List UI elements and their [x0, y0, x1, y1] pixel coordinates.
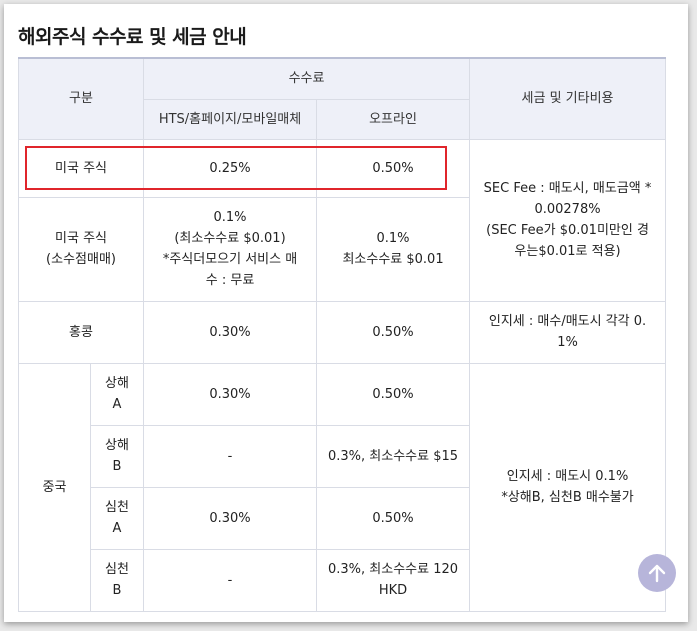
label-line: 상해	[105, 376, 129, 391]
cell-sh-a-offline: 0.50%	[316, 362, 471, 426]
label-line: 심천	[105, 500, 129, 515]
header-fee: 수수료	[143, 57, 471, 100]
scroll-top-button[interactable]	[638, 554, 676, 592]
header-tax: 세금 및 기타비용	[469, 57, 667, 140]
row-label-hk: 홍콩	[17, 300, 145, 364]
header-fee-offline: 오프라인	[316, 98, 471, 140]
row-label-shenzhen-a: 심천 A	[89, 486, 145, 550]
row-label-us-fraction: 미국 주식 (소수점매매)	[17, 196, 145, 302]
cell-us-online: 0.25%	[143, 138, 318, 198]
cell-sh-a-online: 0.30%	[143, 362, 318, 426]
cell-us-offline: 0.50%	[316, 138, 471, 198]
row-label-shanghai-b: 상해 B	[89, 424, 145, 488]
label-line: B	[112, 459, 122, 474]
label-line: 미국 주식	[55, 231, 107, 246]
arrow-up-icon	[648, 564, 666, 583]
tax-line: 인지세 : 매수/매도시 각각 0.	[488, 314, 647, 329]
cell-line: (최소수수료 $0.01)	[174, 231, 286, 246]
row-label-us: 미국 주식	[17, 138, 145, 198]
page-title: 해외주식 수수료 및 세금 안내	[18, 26, 247, 48]
cell-line: HKD	[378, 583, 408, 598]
fee-table: 구분 수수료 세금 및 기타비용 HTS/홈페이지/모바일매체 오프라인 미국 …	[17, 57, 667, 612]
cell-sh-b-offline: 0.3%, 최소수수료 $15	[316, 424, 471, 488]
cell-line: 0.1%	[213, 210, 247, 225]
cell-china-tax: 인지세 : 매도시 0.1% *상해B, 심천B 매수불가	[469, 362, 667, 612]
label-line: A	[112, 521, 122, 536]
tax-line: SEC Fee : 매도시, 매도금액 *	[483, 181, 652, 196]
content-panel: 해외주식 수수료 및 세금 안내 구분 수수료 세금 및 기타비용 HTS/홈페…	[4, 4, 688, 622]
cell-us-fraction-online: 0.1% (최소수수료 $0.01) *주식더모으기 서비스 매 수 : 무료	[143, 196, 318, 302]
table-row: 상해 B - 0.3%, 최소수수료 $15	[19, 424, 666, 488]
cell-hk-offline: 0.50%	[316, 300, 471, 364]
table-row: 중국 상해 A 0.30% 0.50% 인지세 : 매도시 0.1% *상해B,…	[18, 362, 667, 612]
cell-sz-b-offline: 0.3%, 최소수수료 120 HKD	[316, 548, 471, 612]
tax-line: 우는$0.01로 적용)	[514, 244, 621, 259]
label-line: 심천	[105, 562, 129, 577]
tax-line: 0.00278%	[534, 202, 601, 217]
table-row: 미국 주식 0.25% 0.50% SEC Fee : 매도시, 매도금액 * …	[17, 138, 667, 302]
cell-sh-b-online: -	[143, 424, 318, 488]
label-line: 상해	[105, 438, 129, 453]
label-line: (소수점매매)	[46, 252, 116, 267]
header-category: 구분	[17, 57, 145, 140]
cell-sz-a-offline: 0.50%	[316, 486, 471, 550]
cell-line: *주식더모으기 서비스 매	[162, 252, 298, 267]
tax-line: 인지세 : 매도시 0.1%	[506, 469, 629, 484]
table-row: 홍콩 0.30% 0.50% 인지세 : 매수/매도시 각각 0. 1%	[17, 300, 667, 364]
cell-line: 수 : 무료	[205, 273, 255, 288]
cell-us-fraction-offline: 0.1% 최소수수료 $0.01	[316, 196, 471, 302]
header-fee-online: HTS/홈페이지/모바일매체	[143, 98, 318, 140]
label-line: A	[112, 397, 122, 412]
row-label-shenzhen-b: 심천 B	[89, 548, 145, 612]
tax-line: (SEC Fee가 $0.01미만인 경	[486, 223, 649, 238]
cell-us-tax: SEC Fee : 매도시, 매도금액 * 0.00278% (SEC Fee가…	[469, 138, 667, 302]
table-row: 미국 주식 (소수점매매) 0.1% (최소수수료 $0.01) *주식더모으기…	[17, 196, 666, 302]
cell-sz-b-online: -	[143, 548, 318, 612]
cell-line: 0.3%, 최소수수료 120	[328, 562, 459, 577]
cell-sz-a-online: 0.30%	[143, 486, 318, 550]
cell-line: 0.1%	[376, 231, 410, 246]
table-row: 심천 B - 0.3%, 최소수수료 120 HKD	[19, 548, 666, 612]
tax-line: 1%	[557, 335, 578, 350]
row-label-china: 중국	[18, 362, 91, 612]
cell-hk-online: 0.30%	[143, 300, 318, 364]
cell-line: 최소수수료 $0.01	[342, 252, 444, 267]
tax-line: *상해B, 심천B 매수불가	[501, 490, 634, 505]
row-label-shanghai-a: 상해 A	[89, 362, 145, 426]
label-line: B	[112, 583, 122, 598]
cell-hk-tax: 인지세 : 매수/매도시 각각 0. 1%	[469, 300, 667, 364]
